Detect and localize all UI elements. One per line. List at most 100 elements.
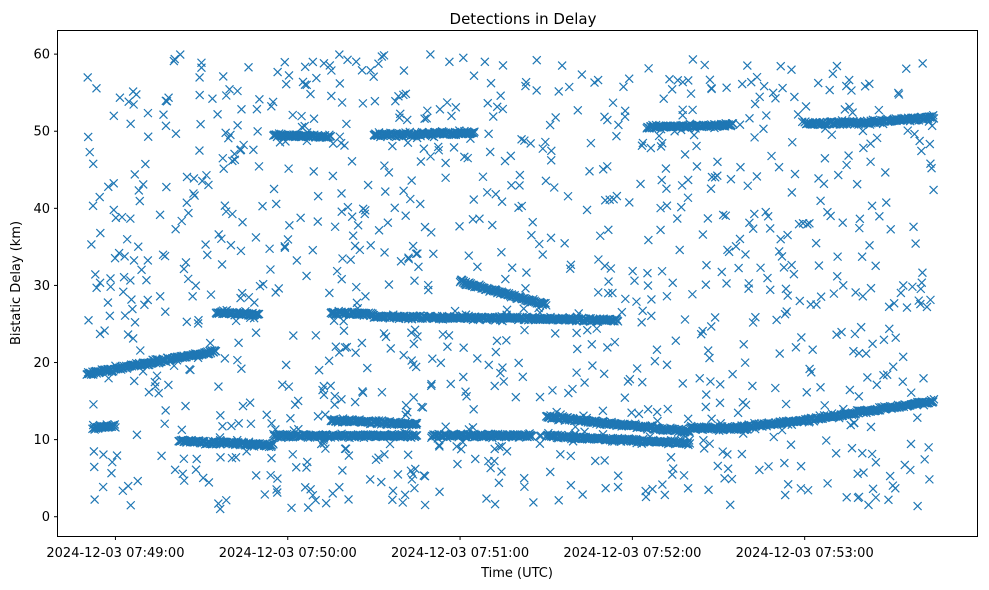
data-point: [290, 132, 300, 142]
y-axis-ticks: 0 10 20 30 40 50 60: [33, 48, 58, 525]
data-point: [886, 224, 896, 234]
data-point: [705, 75, 715, 85]
data-point: [335, 79, 345, 88]
data-point: [157, 451, 166, 461]
data-point: [906, 388, 916, 398]
data-point: [823, 478, 833, 488]
data-point: [718, 447, 728, 457]
data-point: [701, 280, 711, 290]
data-point: [745, 113, 754, 123]
data-point: [107, 457, 117, 467]
data-point: [404, 254, 414, 264]
data-point: [337, 189, 346, 198]
data-point: [582, 413, 592, 423]
data-point: [748, 318, 758, 327]
data-point: [143, 256, 153, 265]
data-point: [191, 281, 201, 291]
data-point: [688, 55, 698, 64]
data-point: [441, 422, 451, 432]
data-point: [114, 248, 124, 258]
data-point: [302, 271, 311, 281]
data-point: [192, 454, 202, 464]
data-point: [230, 155, 240, 165]
data-point: [452, 442, 462, 451]
data-point: [404, 253, 413, 263]
data-point: [313, 411, 323, 421]
data-point: [388, 486, 398, 496]
data-point: [521, 283, 530, 293]
data-point: [262, 410, 272, 420]
data-point: [412, 249, 422, 259]
data-point: [225, 130, 235, 140]
data-point: [866, 422, 876, 432]
data-point: [271, 288, 281, 297]
data-point: [436, 358, 446, 368]
data-point: [582, 205, 592, 215]
data-point: [783, 230, 793, 240]
data-point: [657, 175, 667, 185]
data-point: [726, 174, 736, 184]
data-point: [281, 136, 290, 146]
data-point: [162, 96, 172, 106]
data-point: [208, 94, 217, 104]
data-point: [779, 263, 789, 272]
data-point: [856, 322, 866, 332]
data-point: [409, 339, 419, 349]
data-point: [652, 345, 662, 355]
data-point: [688, 105, 698, 115]
data-point: [520, 325, 529, 335]
data-point: [258, 201, 267, 211]
data-point: [871, 457, 881, 467]
data-point: [637, 317, 647, 327]
data-point: [707, 414, 717, 424]
data-point: [284, 382, 294, 392]
data-point: [728, 369, 738, 379]
data-point: [657, 266, 667, 276]
data-point: [324, 288, 334, 298]
data-point: [857, 252, 867, 262]
data-point: [865, 240, 874, 250]
data-point: [656, 203, 666, 213]
data-point: [534, 303, 544, 313]
data-point: [427, 379, 436, 389]
data-point: [643, 268, 652, 278]
data-point: [133, 242, 143, 252]
data-point: [482, 494, 491, 503]
data-point: [360, 309, 370, 319]
data-point: [673, 75, 683, 85]
data-point: [413, 332, 422, 341]
data-point: [796, 333, 806, 342]
data-point: [249, 313, 259, 323]
data-point: [867, 449, 877, 459]
data-point: [107, 468, 116, 478]
data-point: [300, 482, 310, 492]
data-point: [182, 317, 192, 327]
data-point: [924, 442, 934, 452]
data-point: [847, 443, 857, 453]
data-point: [517, 134, 526, 144]
data-point: [925, 139, 935, 149]
data-point: [449, 143, 459, 152]
data-point: [482, 187, 492, 197]
data-point: [882, 370, 892, 380]
data-point: [495, 368, 505, 378]
data-point: [891, 333, 901, 343]
data-point: [771, 93, 780, 103]
data-point: [787, 188, 797, 197]
data-point: [410, 276, 419, 286]
data-point: [715, 379, 725, 389]
data-point: [704, 485, 713, 495]
data-point: [706, 377, 715, 386]
data-point: [580, 427, 589, 437]
data-point: [95, 329, 105, 339]
data-point: [231, 316, 241, 326]
data-point: [698, 230, 708, 240]
data-point: [848, 108, 858, 117]
data-point: [300, 121, 310, 131]
data-point: [499, 432, 509, 442]
data-point: [361, 291, 370, 301]
data-point: [750, 99, 760, 109]
data-point: [741, 249, 750, 259]
data-point: [750, 424, 760, 434]
data-point: [668, 278, 678, 288]
